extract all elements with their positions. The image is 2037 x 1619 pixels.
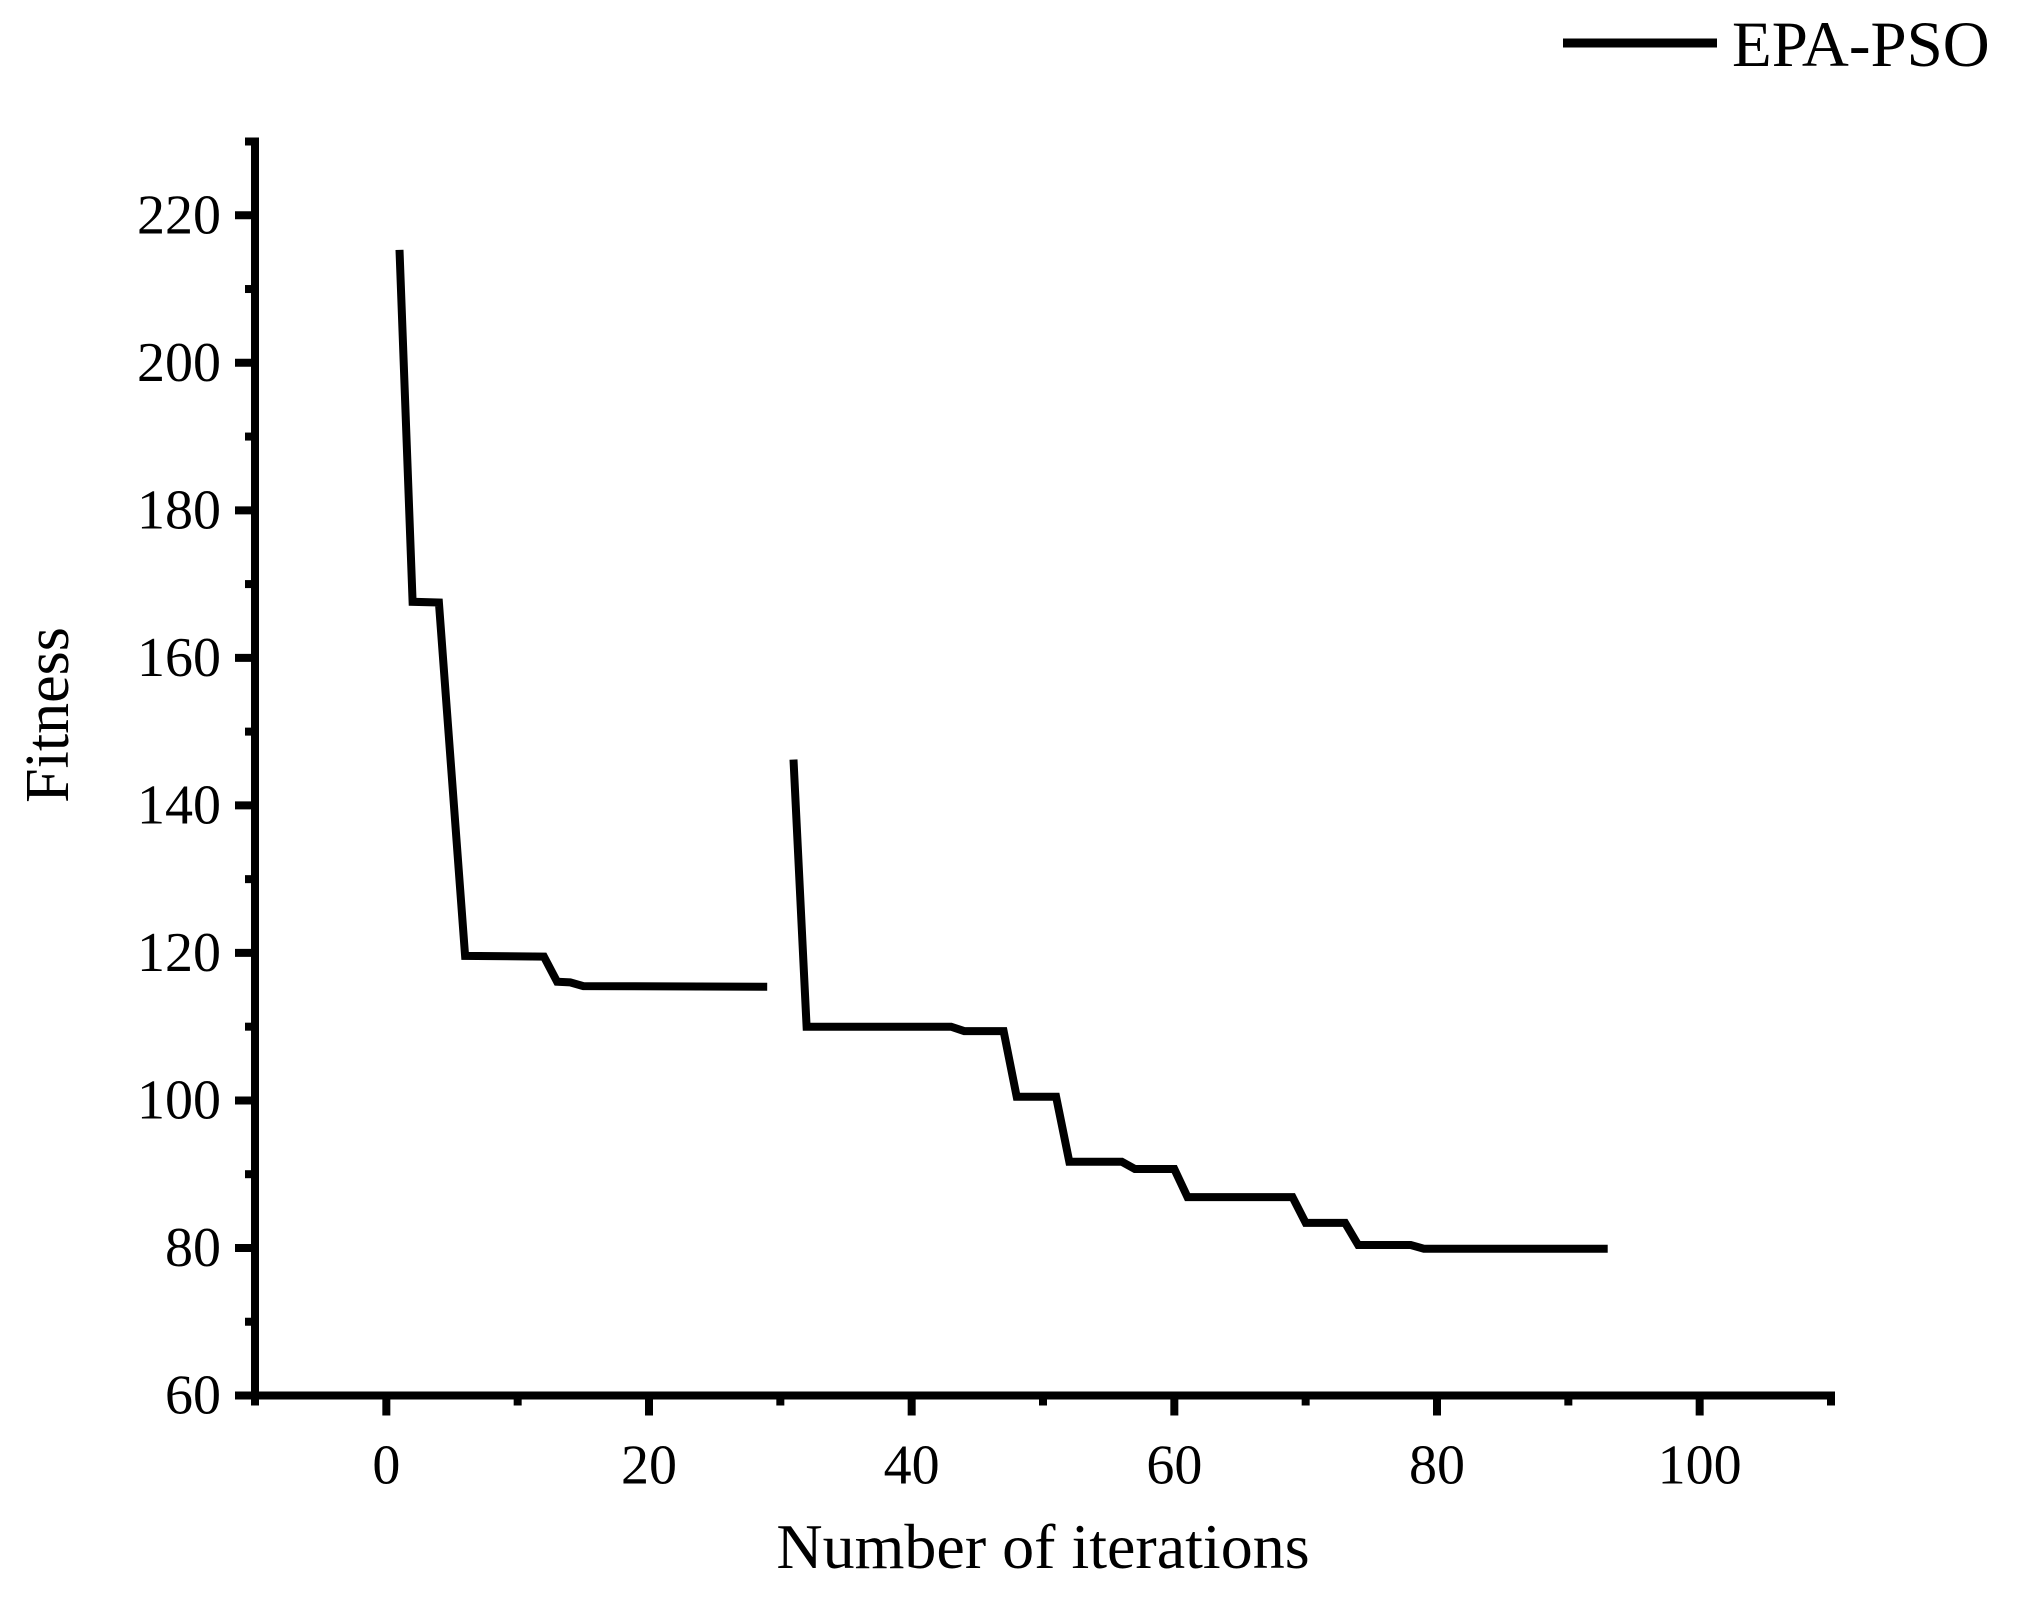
series-layer xyxy=(395,249,1608,1253)
x-tick-label: 20 xyxy=(621,1435,677,1497)
y-axis-title: Fitness xyxy=(14,627,82,803)
x-tick-label: 0 xyxy=(372,1435,400,1497)
legend: EPA-PSO xyxy=(1563,9,1990,81)
y-tick-label: 200 xyxy=(137,332,221,394)
x-tick-label: 100 xyxy=(1658,1435,1742,1497)
y-tick-label: 120 xyxy=(137,922,221,984)
x-axis-title: Number of iterations xyxy=(776,1511,1309,1582)
y-tick-label: 180 xyxy=(137,479,221,541)
y-tick-label: 80 xyxy=(165,1217,221,1279)
series-line-epa-pso xyxy=(395,249,768,991)
legend-label: EPA-PSO xyxy=(1732,9,1990,81)
y-tick-label: 100 xyxy=(137,1069,221,1131)
axes-layer: 60 80 100 120 140 160 180 200 220 0 20 40 60 80 100 xyxy=(137,137,1835,1497)
x-tick-label: 60 xyxy=(1146,1435,1202,1497)
x-tick-label: 40 xyxy=(884,1435,940,1497)
x-tick-label: 80 xyxy=(1409,1435,1465,1497)
y-tick-label: 140 xyxy=(137,774,221,836)
series-line-epa-pso xyxy=(789,759,1608,1253)
y-tick-label: 160 xyxy=(137,627,221,689)
y-tick-label: 60 xyxy=(165,1365,221,1427)
y-tick-label: 220 xyxy=(137,184,221,246)
